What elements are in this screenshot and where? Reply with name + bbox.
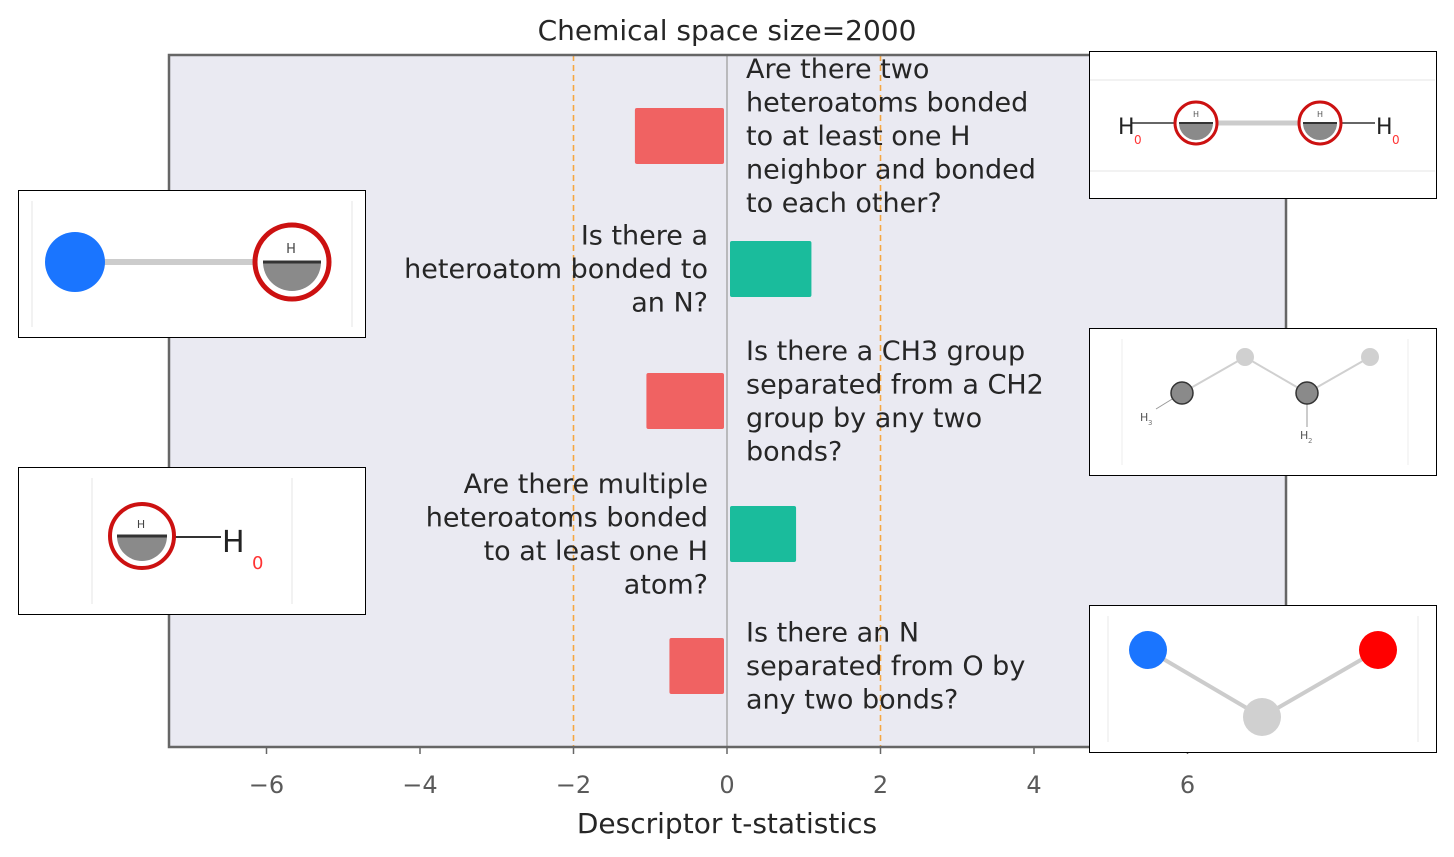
bar-label-line: Is there an N xyxy=(746,618,919,649)
svg-text:H: H xyxy=(1376,115,1393,140)
molecule-inset-3: H 3 H 2 xyxy=(1089,328,1437,476)
nitrogen-atom-icon xyxy=(45,232,105,292)
bar-label-line: Is there a xyxy=(581,221,708,252)
bar-label-line: group by any two xyxy=(746,403,982,434)
bar-label-line: to at least one H xyxy=(484,536,708,567)
bar xyxy=(669,638,724,694)
chart-title: Chemical space size=2000 xyxy=(538,14,917,47)
bar-labels: Are there two heteroatoms bonded to at lea… xyxy=(404,54,1044,716)
svg-text:H: H xyxy=(1193,110,1199,119)
bar-label-line: heteroatoms bonded xyxy=(426,502,708,533)
carbon-light-icon xyxy=(1236,348,1254,366)
bar-label-line: any two bonds? xyxy=(746,685,958,716)
bar-label-line: bonds? xyxy=(746,436,842,467)
threshold-lines xyxy=(572,55,882,747)
svg-text:H: H xyxy=(1140,411,1148,424)
bar-label-line: atom? xyxy=(624,569,708,600)
svg-text:0: 0 xyxy=(1134,133,1142,147)
bar-label-line: an N? xyxy=(631,288,708,319)
x-tick-label: 2 xyxy=(873,771,888,799)
bar-label-line: Is there a CH3 group xyxy=(746,336,1025,367)
bar-label: Are there multiple heteroatoms bonded to a… xyxy=(426,469,708,601)
svg-text:H: H xyxy=(222,525,245,560)
bar xyxy=(730,241,812,297)
heteroatom-h-icon: H xyxy=(108,502,176,570)
svg-text:0: 0 xyxy=(252,553,263,574)
svg-text:2: 2 xyxy=(1308,437,1312,445)
svg-text:3: 3 xyxy=(1148,419,1152,427)
bar-label-line: heteroatom bonded to xyxy=(404,254,708,285)
x-tick-label: −4 xyxy=(402,771,437,799)
bar-label: Are there two heteroatoms bonded to at lea… xyxy=(746,54,1036,219)
bar-label-line: to each other? xyxy=(746,188,942,219)
bar-label-line: heteroatoms bonded xyxy=(746,88,1028,119)
bar xyxy=(634,108,724,164)
heteroatom-h-icon: H xyxy=(1297,100,1343,146)
carbon-light-icon xyxy=(1361,348,1379,366)
carbon-light-icon xyxy=(1243,698,1281,736)
svg-text:H: H xyxy=(286,242,296,257)
bars xyxy=(634,108,812,694)
ch2-carbon-icon xyxy=(1295,381,1319,405)
bar-label: Is there a heteroatom bonded to an N? xyxy=(404,221,708,319)
svg-text:H: H xyxy=(1118,115,1135,140)
ch3-carbon-icon xyxy=(1170,381,1194,405)
x-tick-label: 4 xyxy=(1026,771,1041,799)
x-tick-label: 0 xyxy=(719,771,734,799)
x-ticks: −6 −4 −2 0 2 4 6 xyxy=(249,747,1195,799)
oxygen-atom-icon xyxy=(1359,631,1397,669)
bar-label-line: separated from a CH2 xyxy=(746,369,1044,400)
bar-label-line: Are there multiple xyxy=(464,469,708,500)
nitrogen-atom-icon xyxy=(1129,631,1167,669)
bar xyxy=(646,373,724,429)
svg-text:0: 0 xyxy=(1392,133,1400,147)
svg-text:H: H xyxy=(1300,429,1308,442)
molecule-inset-5 xyxy=(1089,605,1437,753)
heteroatom-h-icon: H xyxy=(252,222,332,302)
x-axis-label: Descriptor t-statistics xyxy=(577,807,877,840)
svg-text:H: H xyxy=(1317,110,1323,119)
x-tick-label: −6 xyxy=(249,771,284,799)
molecule-inset-1: H H H 0 H 0 xyxy=(1089,51,1437,199)
bar xyxy=(730,506,797,562)
bar-label-line: separated from O by xyxy=(746,651,1025,682)
x-tick-label: 6 xyxy=(1180,771,1195,799)
heteroatom-h-icon: H xyxy=(1173,100,1219,146)
bar-label-line: to at least one H xyxy=(746,121,970,152)
svg-text:H: H xyxy=(137,518,145,531)
x-tick-label: −2 xyxy=(556,771,591,799)
molecule-inset-4: H H 0 xyxy=(18,467,366,615)
bar-label: Is there a CH3 group separated from a CH2… xyxy=(746,336,1044,468)
bar-label-line: Are there two xyxy=(746,54,929,85)
molecule-inset-2: H xyxy=(18,190,366,338)
bar-label-line: neighbor and bonded xyxy=(746,155,1036,186)
